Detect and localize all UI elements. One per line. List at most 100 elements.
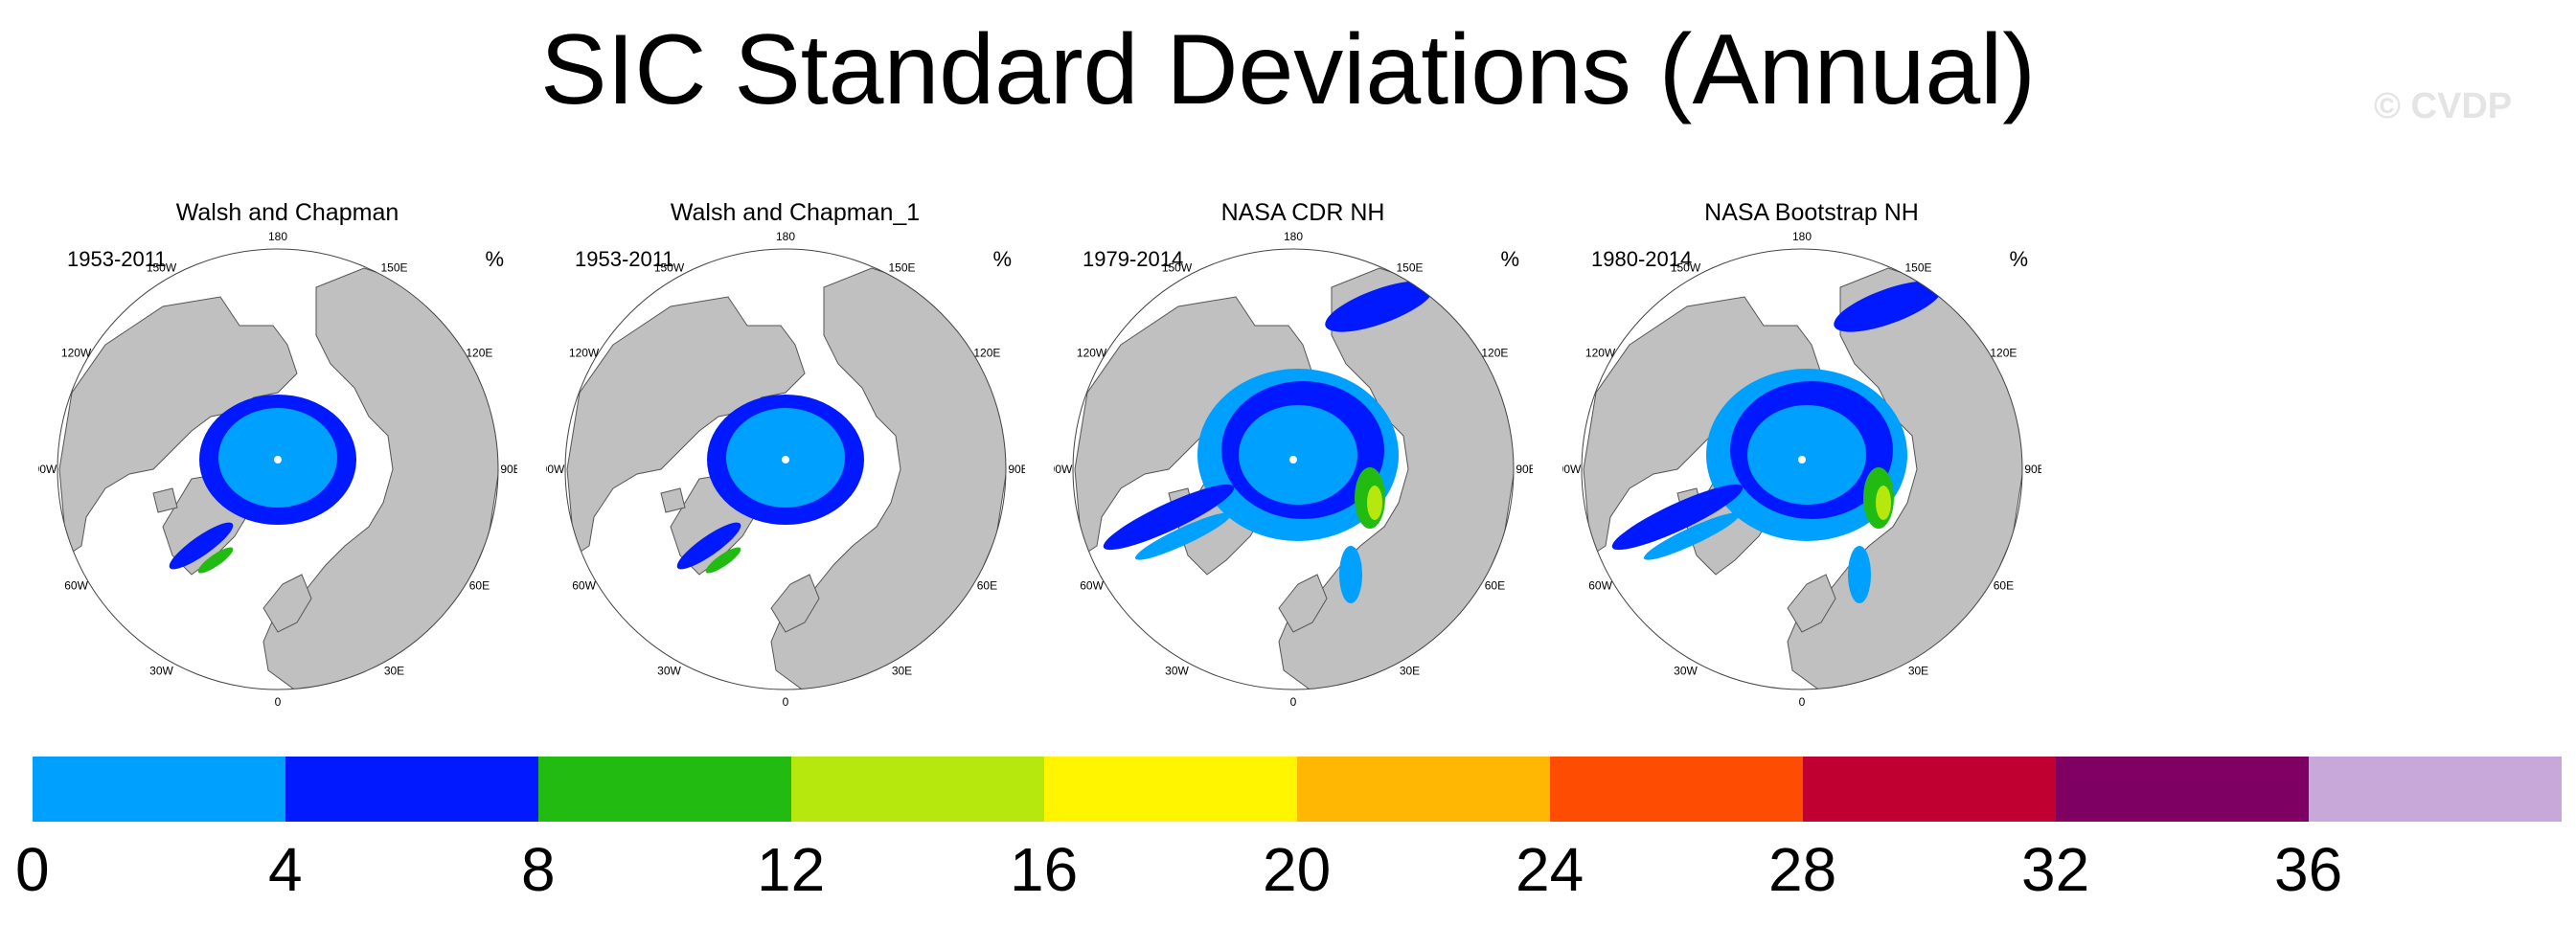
longitude-label: 120E [1481,347,1508,360]
longitude-label: 60W [1588,579,1612,593]
longitude-label: 60E [977,579,997,593]
longitude-label: 60W [1080,579,1104,593]
longitude-label: 150W [654,261,685,275]
longitude-label: 150E [1904,261,1931,275]
pole-hole [274,456,282,464]
longitude-label: 150W [147,261,177,275]
map-border [1581,248,2023,690]
panel-unit: % [1500,247,1519,271]
watermark: © CVDP [2374,86,2513,126]
colorbar-tick-label: 12 [757,835,826,904]
longitude-label: 0 [783,695,789,709]
longitude-label: 30W [1165,664,1189,677]
land-mass [660,487,686,513]
longitude-label: 60E [1994,579,2014,593]
colorbar-tick-label: 36 [2274,835,2343,904]
colorbar-swatch [538,757,792,822]
colorbar-tick-label: 0 [15,835,50,904]
colorbar-swatch [1297,757,1551,822]
longitude-label: 180 [776,230,795,243]
land-mass [566,296,806,556]
longitude-label: 30W [149,664,173,677]
land-mass [770,574,820,633]
longitude-label: 90E [1516,463,1533,476]
longitude-label: 150E [380,261,407,275]
colorbar-tick-label: 20 [1263,835,1332,904]
panel-unit: % [992,247,1012,271]
polar-map: 180 150E 120E 90E 60E 30E 0 30W 60W 90W 120W 150W [1562,230,2041,709]
colorbar-swatch [791,757,1045,822]
sic-field-12-16 [1876,486,1891,520]
colorbar-swatch [33,757,286,822]
panel-period: 1979-2014 [1083,247,1184,271]
colorbar-swatch [1803,757,2057,822]
panel-unit: % [2009,247,2028,271]
longitude-label: 30E [892,664,912,677]
longitude-label: 90W [38,463,57,476]
longitude-label: 30E [1908,664,1928,677]
map-border [564,248,1007,690]
sic-field-4-8 [1325,281,1434,332]
land-mass [1278,574,1328,633]
longitude-label: 30E [1400,664,1420,677]
longitude-label: 60W [64,579,88,593]
colorbar-swatch [1044,757,1298,822]
longitude-label: 90W [546,463,565,476]
panel-title: Walsh and Chapman [175,199,399,226]
pole-hole [1798,456,1806,464]
page-title: SIC Standard Deviations (Annual) [540,14,2036,125]
land-mass [152,487,178,513]
sic-field-0-4 [1339,546,1362,603]
longitude-label: 60W [572,579,596,593]
map-content [57,249,498,690]
colorbar-swatch [2056,757,2310,822]
sic-field-8-12 [705,547,741,574]
longitude-label: 0 [1290,695,1297,709]
longitude-label: 120E [1990,347,2017,360]
sic-field-0-4 [1239,405,1357,505]
sic-field-0-4 [1848,546,1871,603]
longitude-label: 150E [1396,261,1423,275]
colorbar-tick-label: 24 [1516,835,1584,904]
longitude-label: 150E [888,261,915,275]
colorbar-swatch [1550,757,1804,822]
panel-period: 1953-2011 [575,247,674,271]
longitude-label: 30W [657,664,681,677]
colorbar-swatch [285,757,539,822]
colorbar-tick-label: 4 [268,835,303,904]
polar-map: 180 150E 120E 90E 60E 30E 0 30W 60W 90W 120W 150W [546,230,1025,709]
sic-field-0-4 [1747,405,1866,505]
longitude-label: 180 [1284,230,1303,243]
colorbar-svg [33,757,2563,822]
sic-field-4-8 [169,522,234,570]
panel-period: 1980-2014 [1591,247,1693,271]
longitude-label: 0 [275,695,282,709]
longitude-label: 150W [1671,261,1701,275]
panel-unit: % [485,247,504,271]
colorbar-tick-label: 8 [521,835,556,904]
sic-field-4-8 [1611,484,1744,551]
map-content [1073,249,1514,690]
longitude-label: 120W [569,347,600,360]
panel-title: Walsh and Chapman_1 [670,199,921,226]
pole-hole [1289,456,1297,464]
map-panel: 180 150E 120E 90E 60E 30E 0 30W 60W 90W 120W 150W Wa… [38,192,536,709]
panel-title: NASA CDR NH [1220,199,1385,226]
sic-field-4-8 [676,522,741,570]
map-border [57,248,499,690]
longitude-label: 120W [1585,347,1616,360]
longitude-label: 30W [1674,664,1698,677]
longitude-label: 90E [2024,463,2041,476]
sic-field-0-4 [1135,512,1231,560]
longitude-label: 180 [1792,230,1812,243]
map-content [565,249,1006,690]
land-mass [58,296,298,556]
sic-field-8-12 [197,547,234,574]
colorbar-swatch [2309,757,2563,822]
longitude-label: 120W [1077,347,1107,360]
sic-field-4-8 [1103,484,1235,551]
longitude-label: 0 [1799,695,1806,709]
colorbar-tick-label: 16 [1010,835,1079,904]
polar-map: 180 150E 120E 90E 60E 30E 0 30W 60W 90W 120W 150W [38,230,517,709]
panel-period: 1953-2011 [67,247,167,271]
